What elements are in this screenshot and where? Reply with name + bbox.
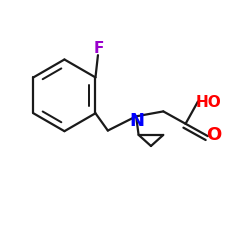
Text: HO: HO (196, 95, 221, 110)
Text: F: F (94, 42, 104, 56)
Text: N: N (130, 112, 145, 130)
Text: O: O (206, 126, 222, 144)
